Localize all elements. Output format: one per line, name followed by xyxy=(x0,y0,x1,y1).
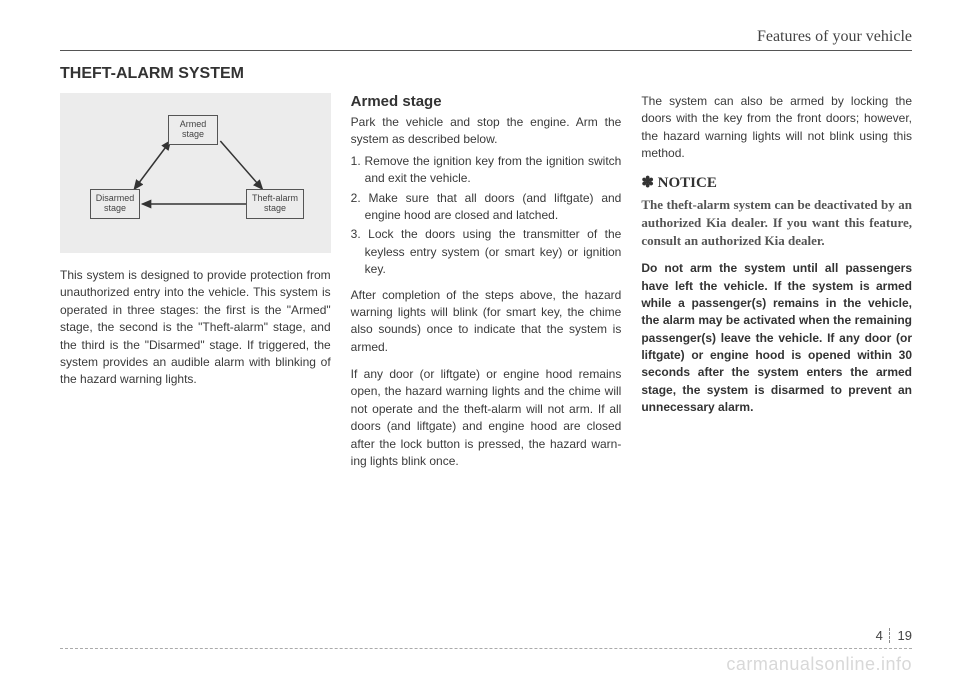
list-item: 2. Make sure that all doors (and lift­ga… xyxy=(351,190,622,225)
list-item: 3. Lock the doors using the transmit­ter… xyxy=(351,226,622,278)
bold-paragraph: Do not arm the system until all passenge… xyxy=(641,260,912,417)
state-diagram: Armed stage Disarmed stage Theft-alarm s… xyxy=(60,93,331,253)
body-paragraph: After completion of the steps above, the… xyxy=(351,287,622,357)
node-theft-alarm: Theft-alarm stage xyxy=(246,189,304,219)
notice-heading: ✽ NOTICE xyxy=(641,173,912,192)
node-disarmed: Disarmed stage xyxy=(90,189,140,219)
page-header: Features of your vehicle xyxy=(60,28,912,51)
columns: Armed stage Disarmed stage Theft-alarm s… xyxy=(60,93,912,480)
star-icon: ✽ xyxy=(641,175,654,191)
node-label: stage xyxy=(249,204,301,214)
notice-label: NOTICE xyxy=(658,175,717,191)
body-paragraph: The system can also be armed by locking … xyxy=(641,93,912,163)
body-paragraph: If any door (or liftgate) or engine hood… xyxy=(351,366,622,470)
page-number: 19 xyxy=(898,628,912,643)
list-item: 1. Remove the ignition key from the igni… xyxy=(351,153,622,188)
body-paragraph: This system is designed to provide prote… xyxy=(60,267,331,389)
page-footer: 4 19 xyxy=(876,628,912,643)
page-root: Features of your vehicle THEFT-ALARM SYS… xyxy=(0,0,960,520)
sub-heading-armed-stage: Armed stage xyxy=(351,93,622,110)
section-title: THEFT-ALARM SYSTEM xyxy=(60,65,912,83)
footer-rule xyxy=(60,648,912,649)
chapter-title: Features of your vehicle xyxy=(757,28,912,46)
notice-body: The theft-alarm system can be deac­tivat… xyxy=(641,196,912,251)
node-armed: Armed stage xyxy=(168,115,218,145)
chapter-number: 4 xyxy=(876,628,890,643)
column-2: Armed stage Park the vehicle and stop th… xyxy=(351,93,622,480)
node-label: stage xyxy=(171,130,215,140)
node-label: stage xyxy=(93,204,137,214)
column-3: The system can also be armed by locking … xyxy=(641,93,912,480)
watermark: carmanualsonline.info xyxy=(726,654,912,675)
column-1: Armed stage Disarmed stage Theft-alarm s… xyxy=(60,93,331,480)
body-paragraph: Park the vehicle and stop the engine. Ar… xyxy=(351,114,622,149)
